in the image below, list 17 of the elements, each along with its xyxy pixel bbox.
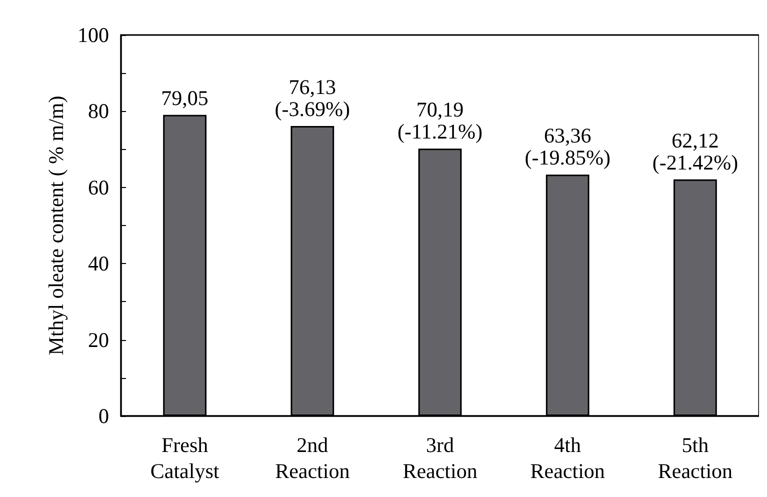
y-tick-label: 80	[88, 99, 109, 124]
data-label: 70,19 (-11.21%)	[398, 98, 482, 144]
y-tick-label: 40	[88, 252, 109, 276]
data-label: 63,36 (-19.85%)	[524, 124, 610, 170]
data-label: 79,05	[161, 86, 208, 110]
y-tick-label: 60	[88, 175, 109, 200]
x-tick-label: 2nd Reaction	[275, 433, 350, 483]
y-tick-label: 20	[88, 328, 109, 352]
data-label: 76,13 (-3.69%)	[274, 74, 350, 121]
x-tick-label: Fresh Catalyst	[150, 433, 220, 483]
x-tick-label: 4th Reaction	[530, 433, 606, 483]
x-tick-label: 3rd Reaction	[402, 433, 478, 483]
x-tick-label: 5th Reaction	[658, 433, 734, 483]
data-label: 62,12 (-21.42%)	[652, 128, 738, 174]
y-tick-label: 0	[98, 404, 109, 428]
y-tick-label: 100	[78, 23, 109, 47]
y-axis-title: Mthyl oleate content ( % m/m)	[44, 96, 68, 356]
